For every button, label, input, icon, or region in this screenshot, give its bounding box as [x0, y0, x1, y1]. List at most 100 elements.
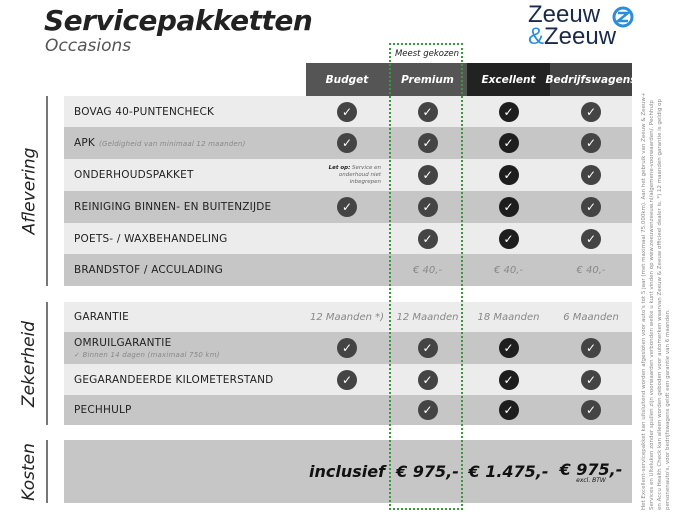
- cell-bedrijfswagens: ✓: [550, 159, 632, 191]
- cell-budget: [306, 395, 388, 425]
- cell-value: € 40,-: [412, 264, 443, 276]
- table-row: POETS- / WAXBEHANDELING ✓ ✓ ✓: [64, 223, 632, 254]
- table-row: PECHHULP ✓ ✓ ✓: [64, 395, 632, 425]
- column-header-bedrijfswagens: Bedrijfswagens: [546, 63, 637, 96]
- footnote: Het Excellent-servicepakket kan uitsluit…: [640, 92, 682, 510]
- cell-bedrijfswagens: ✓: [550, 223, 632, 254]
- check-icon: ✓: [417, 228, 438, 249]
- cell-bedrijfswagens: 6 Maanden: [550, 302, 632, 332]
- row-label: BOVAG 40-PUNTENCHECK: [64, 106, 306, 118]
- row-label: ONDERHOUDSPAKKET: [64, 169, 306, 181]
- price-value: € 1.475,-: [468, 462, 549, 481]
- table-row: REINIGING BINNEN- EN BUITENZIJDE ✓ ✓ ✓ ✓: [64, 191, 632, 223]
- note-text: Service en onderhoud niet inbegrepen: [338, 164, 381, 185]
- cell-premium: ✓: [388, 159, 467, 191]
- most-chosen-badge: Meest gekozen: [394, 49, 460, 59]
- check-icon: ✓: [498, 400, 519, 420]
- row-label-text: GEGARANDEERDE KILOMETERSTAND: [74, 373, 274, 386]
- row-label-text: OMRUILGARANTIE: [74, 337, 172, 349]
- cell-excellent: ✓: [467, 364, 550, 395]
- check-icon: ✓: [337, 338, 357, 358]
- check-icon: ✓: [581, 165, 601, 185]
- check-icon: ✓: [337, 369, 357, 390]
- section-label-text: Zekerheid: [19, 320, 39, 407]
- check-icon: ✓: [581, 338, 601, 358]
- check-icon: ✓: [581, 197, 601, 217]
- cell-bedrijfswagens: € 40,-: [550, 254, 632, 286]
- check-icon: ✓: [498, 101, 519, 122]
- logo-line1: Zeeuw: [528, 1, 601, 28]
- table-row: OMRUILGARANTIE ✓ Binnen 14 dagen (maximaa…: [64, 332, 632, 364]
- check-icon: ✓: [498, 165, 519, 185]
- price-value: € 975,-: [396, 462, 459, 481]
- cell-budget: [306, 254, 388, 286]
- cell-budget: [306, 223, 388, 254]
- cell-excellent: ✓: [467, 127, 550, 159]
- cell-budget: ✓: [306, 364, 388, 395]
- table-row: GARANTIE 12 Maanden *) 12 Maanden 18 Maande…: [64, 302, 632, 332]
- check-icon: ✓: [498, 369, 519, 390]
- cell-bedrijfswagens: ✓: [550, 395, 632, 425]
- cell-premium: ✓: [388, 364, 467, 395]
- table-row: APK (Geldigheid van minimaal 12 maanden) ✓…: [64, 127, 632, 159]
- footnote-text: Het Excellent-servicepakket kan uitsluit…: [641, 92, 671, 510]
- cell-premium: ✓: [388, 223, 467, 254]
- cell-excellent: ✓: [467, 332, 550, 364]
- cell-excellent: 18 Maanden: [467, 302, 550, 332]
- check-icon: ✓: [337, 197, 357, 217]
- check-icon: ✓: [417, 165, 438, 185]
- cell-bedrijfswagens: ✓: [550, 332, 632, 364]
- row-label: PECHHULP: [64, 404, 306, 416]
- cell-budget: Let op: Service en onderhoud niet inbegr…: [306, 159, 388, 191]
- check-icon: ✓: [417, 369, 438, 390]
- cell-bedrijfswagens: ✓: [550, 364, 632, 395]
- cell-premium: ✓: [388, 96, 467, 127]
- cell-excellent: € 40,-: [467, 254, 550, 286]
- cell-bedrijfswagens: ✓: [550, 96, 632, 127]
- price-excellent: € 1.475,-: [467, 440, 550, 503]
- section-label-zekerheid: Zekerheid: [14, 302, 44, 425]
- section-divider: [46, 440, 48, 503]
- page-subtitle: Occasions: [45, 36, 132, 56]
- check-icon: ✓: [417, 197, 438, 217]
- logo-z-icon: [612, 6, 634, 28]
- logo-amp: &: [528, 23, 545, 50]
- cell-bedrijfswagens: ✓: [550, 127, 632, 159]
- cell-budget: ✓: [306, 127, 388, 159]
- section-label-kosten: Kosten: [14, 440, 44, 503]
- row-label: REINIGING BINNEN- EN BUITENZIJDE: [64, 201, 306, 213]
- cell-premium: ✓: [388, 191, 467, 223]
- row-label: GARANTIE: [64, 311, 306, 323]
- row-label: OMRUILGARANTIE ✓ Binnen 14 dagen (maximaa…: [64, 337, 306, 359]
- cell-excellent: ✓: [467, 159, 550, 191]
- check-icon: ✓: [498, 133, 519, 153]
- row-label-text: GARANTIE: [74, 311, 129, 323]
- price-note: excl. BTW: [576, 476, 606, 484]
- cell-excellent: ✓: [467, 191, 550, 223]
- cell-excellent: ✓: [467, 395, 550, 425]
- cell-value: 6 Maanden: [563, 311, 619, 323]
- price-value: inclusief: [308, 462, 386, 481]
- section-divider: [46, 96, 48, 286]
- check-icon: ✓: [417, 338, 438, 358]
- price-bedrijfswagens: € 975,- excl. BTW: [550, 440, 632, 503]
- cell-premium: 12 Maanden: [388, 302, 467, 332]
- price-value: € 975,-: [559, 459, 623, 479]
- column-header-budget: Budget: [306, 63, 388, 96]
- column-header-excellent: Excellent: [467, 63, 550, 96]
- table-row: GEGARANDEERDE KILOMETERSTAND ✓ ✓ ✓ ✓: [64, 364, 632, 395]
- column-header-premium: Premium: [388, 63, 467, 96]
- price-row: inclusief € 975,- € 1.475,- € 975,- excl. BT…: [64, 440, 632, 503]
- check-icon: ✓: [337, 133, 357, 153]
- row-sublabel: ✓ Binnen 14 dagen (maximaal 750 km): [74, 351, 220, 359]
- check-icon: ✓: [337, 101, 357, 122]
- row-label: BRANDSTOF / ACCULADING: [64, 264, 306, 276]
- check-icon: ✓: [498, 338, 519, 358]
- cell-budget: 12 Maanden *): [306, 302, 388, 332]
- price-premium: € 975,-: [388, 440, 467, 503]
- check-icon: ✓: [581, 133, 601, 153]
- check-icon: ✓: [498, 197, 519, 217]
- row-label: APK (Geldigheid van minimaal 12 maanden): [64, 137, 306, 149]
- row-label-text: ONDERHOUDSPAKKET: [74, 169, 194, 181]
- section-label-aflevering: Aflevering: [14, 96, 44, 286]
